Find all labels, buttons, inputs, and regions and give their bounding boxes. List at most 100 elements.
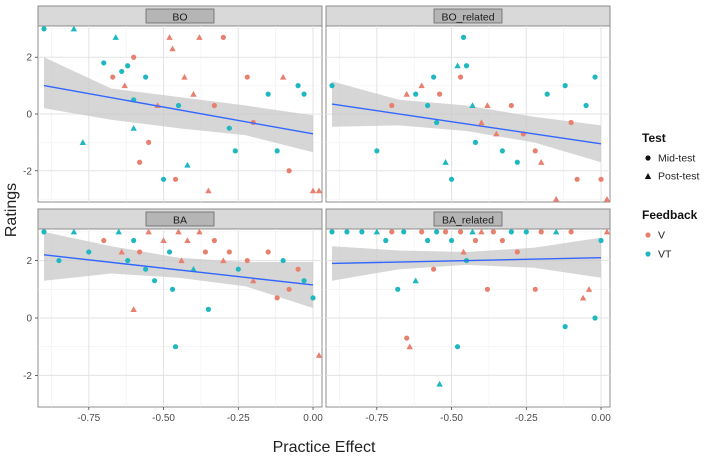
data-point <box>490 229 497 235</box>
legend-title-feedback: Feedback <box>642 208 698 222</box>
data-point <box>130 124 137 131</box>
data-point <box>499 237 505 244</box>
data-point <box>431 266 437 272</box>
data-point <box>579 294 587 301</box>
data-point <box>454 344 461 350</box>
data-point <box>603 195 611 202</box>
data-point <box>175 102 182 109</box>
panels-layer: BO BO_related BA BA_related <box>37 5 611 408</box>
data-point <box>172 344 179 350</box>
data-point <box>562 83 568 89</box>
data-point <box>301 91 307 97</box>
data-point <box>244 257 250 264</box>
data-point <box>118 248 125 255</box>
data-point <box>211 102 217 109</box>
data-point <box>41 229 47 235</box>
panel-ba-related: BA_related <box>325 208 611 408</box>
strip-title: BA_related <box>442 215 494 227</box>
data-point <box>499 148 505 154</box>
data-point <box>110 74 116 80</box>
data-point <box>568 229 574 235</box>
data-point <box>404 335 410 341</box>
data-point <box>425 237 431 244</box>
x-tick-label: -0.50 <box>440 413 463 424</box>
data-point <box>178 257 185 264</box>
strip-title-box <box>145 211 215 227</box>
data-point <box>101 60 107 66</box>
data-point <box>478 119 485 126</box>
data-point <box>592 74 598 80</box>
x-tick-label: -0.50 <box>152 413 175 424</box>
legend-layer: Test Mid-test Post-test Feedback V VT <box>642 131 700 261</box>
data-point <box>463 63 470 69</box>
data-point <box>434 229 440 235</box>
data-point <box>70 228 78 235</box>
data-point <box>175 228 182 235</box>
data-point <box>121 82 128 89</box>
data-point <box>244 74 250 80</box>
data-point <box>434 119 440 126</box>
data-point <box>437 91 443 97</box>
data-point <box>418 82 425 89</box>
legend-key-post-test <box>644 173 652 179</box>
strip-title-box <box>433 8 503 24</box>
data-point <box>143 74 149 80</box>
data-point <box>585 286 593 292</box>
data-point <box>419 229 425 235</box>
data-point <box>301 278 307 284</box>
data-point <box>403 90 410 97</box>
data-point <box>295 266 301 272</box>
strip-title: BO <box>172 12 187 24</box>
data-point <box>211 237 217 244</box>
y-tick-label: 2 <box>26 53 32 64</box>
data-point <box>436 380 443 387</box>
y-tick-label: -2 <box>23 166 32 177</box>
data-point <box>538 159 545 165</box>
legend-key-mid-test <box>645 155 651 161</box>
data-point <box>374 148 380 154</box>
data-point <box>232 148 238 154</box>
data-point <box>137 249 143 255</box>
data-point <box>315 187 323 194</box>
legend-key-vt <box>645 251 651 257</box>
data-point <box>274 295 280 301</box>
data-point <box>431 74 437 80</box>
data-point <box>166 34 173 40</box>
data-point <box>274 148 280 154</box>
data-point <box>448 237 455 244</box>
data-point <box>344 229 350 235</box>
data-point <box>279 73 287 80</box>
data-point <box>137 159 143 165</box>
data-point <box>373 228 381 235</box>
data-point <box>472 237 479 244</box>
data-point <box>592 315 598 321</box>
data-point <box>56 257 62 264</box>
data-point <box>250 277 257 284</box>
y-tick-label: 2 <box>26 256 32 267</box>
data-point <box>286 286 292 292</box>
data-point <box>329 83 335 89</box>
data-point <box>196 228 203 235</box>
strip-title: BA <box>173 215 187 227</box>
data-point <box>395 286 401 292</box>
data-point <box>235 266 241 272</box>
legend-label-v: V <box>658 230 665 242</box>
x-axis-label: Practice Effect <box>273 439 376 456</box>
data-point <box>359 229 365 235</box>
data-point <box>101 237 107 244</box>
legend-label-mid-test: Mid-test <box>658 153 695 165</box>
panel-ba: BA <box>37 208 323 408</box>
data-point <box>295 83 301 89</box>
data-point <box>598 176 604 182</box>
data-point <box>552 228 560 235</box>
data-point <box>538 229 544 235</box>
data-point <box>190 90 197 97</box>
data-point <box>568 119 574 126</box>
data-point <box>412 277 419 284</box>
data-point <box>484 286 491 292</box>
data-point <box>202 249 209 255</box>
data-point <box>310 295 316 301</box>
regression-line <box>331 257 602 265</box>
data-point <box>448 176 455 182</box>
